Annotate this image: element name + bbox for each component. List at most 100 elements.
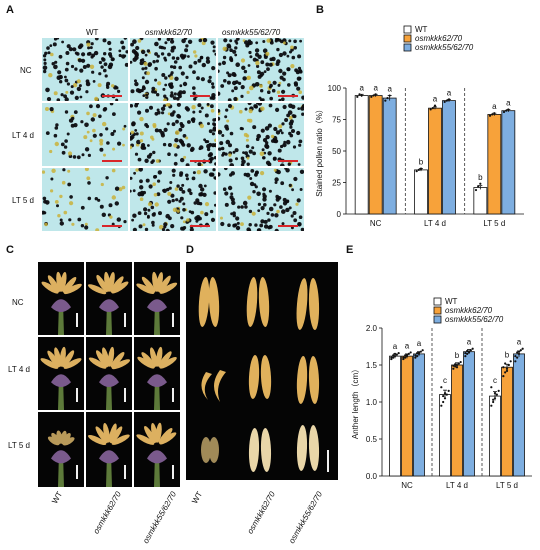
- scale-bar: [278, 95, 298, 97]
- data-point: [466, 349, 469, 353]
- panel-label-e: E: [346, 244, 354, 256]
- data-point: [372, 94, 375, 97]
- y-tick-label: 25: [332, 179, 341, 188]
- data-point: [514, 355, 517, 358]
- category-label: NC: [370, 219, 382, 228]
- micrograph-tile: [130, 168, 216, 231]
- data-point: [390, 356, 393, 359]
- y-tick-label: 1.0: [366, 398, 378, 407]
- data-point: [429, 108, 432, 111]
- bar: [354, 95, 369, 215]
- category-label: LT 4 d: [424, 219, 446, 228]
- y-tick-label: 75: [332, 116, 341, 125]
- data-point: [415, 170, 418, 173]
- bar: [501, 366, 513, 477]
- scale-bar: [190, 95, 210, 97]
- data-point: [404, 356, 407, 359]
- a-row-nc: NC: [20, 66, 32, 75]
- significance-letter: c: [443, 376, 447, 385]
- data-point: [517, 350, 521, 353]
- data-point: [454, 363, 457, 366]
- data-point: [405, 353, 409, 356]
- data-point: [507, 108, 510, 111]
- scale-bar: [102, 160, 122, 162]
- micrograph-tile: [42, 103, 128, 166]
- d-col-mut55: osmkkk55/62/70: [287, 490, 325, 545]
- data-point: [443, 100, 446, 103]
- data-point: [419, 167, 423, 170]
- significance-letter: a: [492, 102, 497, 111]
- data-point: [402, 356, 405, 359]
- data-point: [442, 394, 445, 398]
- data-point: [445, 393, 448, 396]
- d-col-wt: WT: [190, 490, 205, 506]
- data-point: [471, 347, 474, 350]
- y-tick-label: 1.5: [366, 361, 378, 370]
- data-point: [392, 354, 395, 357]
- data-point: [492, 398, 495, 401]
- data-point: [517, 352, 521, 355]
- data-point: [360, 94, 363, 97]
- significance-letter: a: [517, 338, 522, 347]
- micrograph-tile: [42, 38, 128, 101]
- data-point: [505, 369, 509, 373]
- data-point: [404, 354, 407, 357]
- scale-bar: [278, 225, 298, 227]
- data-point: [392, 356, 395, 359]
- data-point: [386, 96, 389, 100]
- scale-bar: [102, 95, 122, 97]
- significance-letter: b: [455, 351, 460, 360]
- significance-letter: a: [405, 341, 410, 350]
- data-point: [505, 367, 509, 370]
- data-point: [440, 386, 443, 389]
- data-point: [457, 362, 460, 365]
- data-point: [507, 363, 510, 367]
- legend-swatch: [433, 306, 442, 315]
- legend-swatch: [403, 25, 412, 34]
- data-point: [493, 112, 496, 115]
- bar: [401, 355, 413, 477]
- data-point: [492, 400, 495, 404]
- micrograph-tile: [218, 38, 304, 101]
- data-point: [416, 352, 419, 355]
- data-point: [493, 397, 497, 400]
- bar: [442, 100, 456, 215]
- significance-letter: b: [505, 350, 510, 359]
- legend-label: WT: [445, 297, 458, 306]
- bar: [389, 355, 401, 477]
- legend-swatch: [433, 315, 442, 324]
- category-label: LT 5 d: [483, 219, 505, 228]
- scale-bar: [76, 388, 78, 402]
- data-point: [443, 397, 447, 400]
- significance-letter: c: [493, 376, 497, 385]
- data-point: [466, 352, 469, 355]
- data-point: [447, 98, 451, 101]
- data-point: [491, 113, 494, 116]
- c-row-nc: NC: [12, 298, 24, 307]
- scale-bar: [172, 465, 174, 479]
- data-point: [445, 99, 448, 102]
- category-label: LT 5 d: [496, 481, 518, 490]
- bar: [439, 394, 451, 477]
- scale-bar: [172, 313, 174, 327]
- panel-label-a: A: [6, 4, 14, 16]
- significance-letter: a: [433, 95, 438, 104]
- data-point: [358, 93, 361, 96]
- a-row-lt5: LT 5 d: [12, 196, 34, 205]
- bar: [473, 187, 488, 215]
- data-point: [416, 355, 419, 358]
- significance-letter: a: [359, 83, 364, 92]
- scale-bar: [102, 225, 122, 227]
- data-point: [454, 365, 457, 368]
- data-point: [393, 355, 397, 358]
- data-point: [440, 404, 443, 407]
- data-point: [516, 356, 519, 359]
- significance-letter: a: [387, 85, 392, 94]
- scale-bar: [278, 160, 298, 162]
- c-row-lt4: LT 4 d: [8, 365, 30, 374]
- data-point: [417, 351, 421, 354]
- data-point: [397, 352, 400, 355]
- anther-photo: [186, 262, 338, 480]
- bar: [382, 97, 397, 215]
